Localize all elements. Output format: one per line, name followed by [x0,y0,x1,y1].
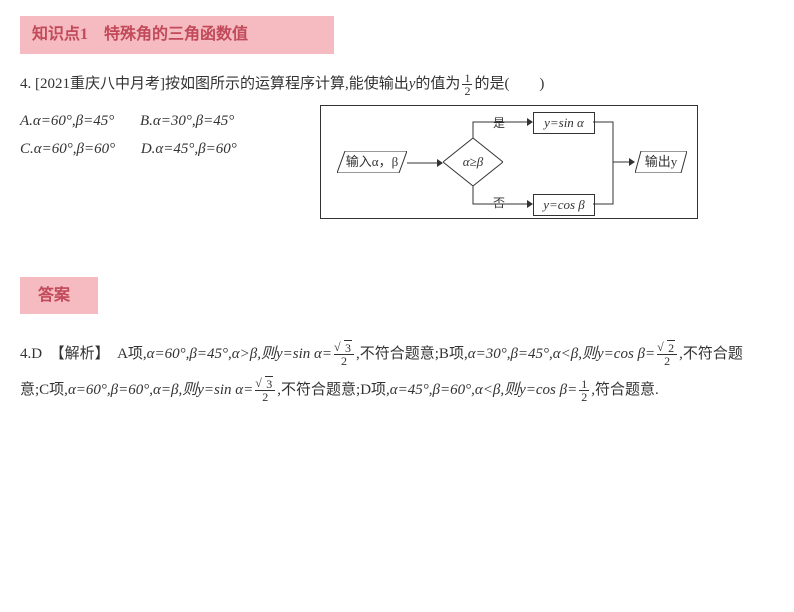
ans-a-eq: y=sin α= [276,346,332,362]
options-and-diagram: A.α=60°,β=45° B.α=30°,β=45° C.α=60°,β=60… [20,105,774,219]
ans-d-frac: 12 [579,378,589,403]
q-frac-num: 1 [462,72,472,85]
answer-header-text: 答案 [38,287,70,304]
knowledge-header: 知识点1 特殊角的三角函数值 [20,16,334,54]
ans-d-cond: α=45°,β=60°,α<β,则 [390,382,519,398]
option-b: B.α=30°,β=45° [140,113,234,129]
flowchart: 输入α，β α≥β 是 否 y=s [320,105,698,219]
ans-a-frac-num: 3 [334,342,354,355]
option-d: D.α=45°,β=60° [141,141,237,157]
flow-cos-text: y=cos β [543,197,585,212]
arrow-out [613,157,635,167]
knowledge-header-text: 知识点1 特殊角的三角函数值 [32,26,248,43]
ans-c-frac-num: 3 [255,378,275,391]
flow-output-text: 输出y [645,154,678,169]
answer-text: 4.D 【解析】 A项,α=60°,β=45°,α>β,则y=sin α=32,… [20,336,774,408]
option-c: C.α=60°,β=60° [20,141,115,157]
arrow-merge-bot [593,162,623,210]
ans-c-frac-den: 2 [255,391,275,403]
ans-b-frac-den: 2 [657,355,677,367]
ans-b-cond: α=30°,β=45°,α<β,则 [468,346,597,362]
ans-c-frac: 32 [255,378,275,403]
ans-b-frac-num: 2 [657,342,677,355]
q-frac-den: 2 [462,85,472,97]
q-suffix: 的是( ) [474,76,544,92]
ans-d-eq: y=cos β= [519,382,577,398]
ans-a-frac-den: 2 [334,355,354,367]
q-mid1: 的值为 [415,76,460,92]
ans-d-frac-den: 2 [579,391,589,403]
arrow-down [471,182,533,210]
answer-line-2: 意;C项,α=60°,β=60°,α=β,则y=sin α=32,不符合题意;D… [20,372,774,408]
ans-c-tail: ,不符合题意;D项, [277,382,390,398]
flow-sin-box: y=sin α [533,112,595,134]
arrow-up [471,118,533,146]
option-row-1: A.α=60°,β=45° B.α=30°,β=45° [20,109,320,133]
question-line: 4. [2021重庆八中月考]按如图所示的运算程序计算,能使输出y的值为12的是… [20,72,774,97]
answer-line-1: 4.D 【解析】 A项,α=60°,β=45°,α>β,则y=sin α=32,… [20,336,774,372]
flow-cos-box: y=cos β [533,194,595,216]
ans-a-tail: ,不符合题意;B项, [356,346,468,362]
question-area: 4. [2021重庆八中月考]按如图所示的运算程序计算,能使输出y的值为12的是… [20,72,774,219]
flow-output: 输出y [635,151,687,173]
option-row-2: C.α=60°,β=60° D.α=45°,β=60° [20,137,320,161]
q-frac: 12 [462,72,472,97]
ans-a-cond: α=60°,β=45°,α>β,则 [147,346,276,362]
flow-condition-text: α≥β [443,152,503,173]
options-block: A.α=60°,β=45° B.α=30°,β=45° C.α=60°,β=60… [20,105,320,165]
arrow-1 [407,158,443,168]
ans-l2-lead: 意;C项, [20,382,68,398]
option-a: A.α=60°,β=45° [20,113,114,129]
ans-b-frac: 22 [657,342,677,367]
q-prefix: 4. [2021重庆八中月考]按如图所示的运算程序计算,能使输出 [20,76,409,92]
flow-input-text: 输入α，β [346,154,398,169]
flow-sin-text: y=sin α [544,115,584,130]
ans-lead: 4.D 【解析】 A项, [20,346,147,362]
flow-input: 输入α，β [337,151,407,173]
answer-header: 答案 [20,277,98,315]
ans-c-eq: y=sin α= [197,382,253,398]
ans-c-cond: α=60°,β=60°,α=β,则 [68,382,197,398]
ans-d-tail: ,符合题意. [591,382,659,398]
ans-a-frac: 32 [334,342,354,367]
ans-b-eq: y=cos β= [597,346,655,362]
ans-b-tail: ,不符合题 [679,346,743,362]
